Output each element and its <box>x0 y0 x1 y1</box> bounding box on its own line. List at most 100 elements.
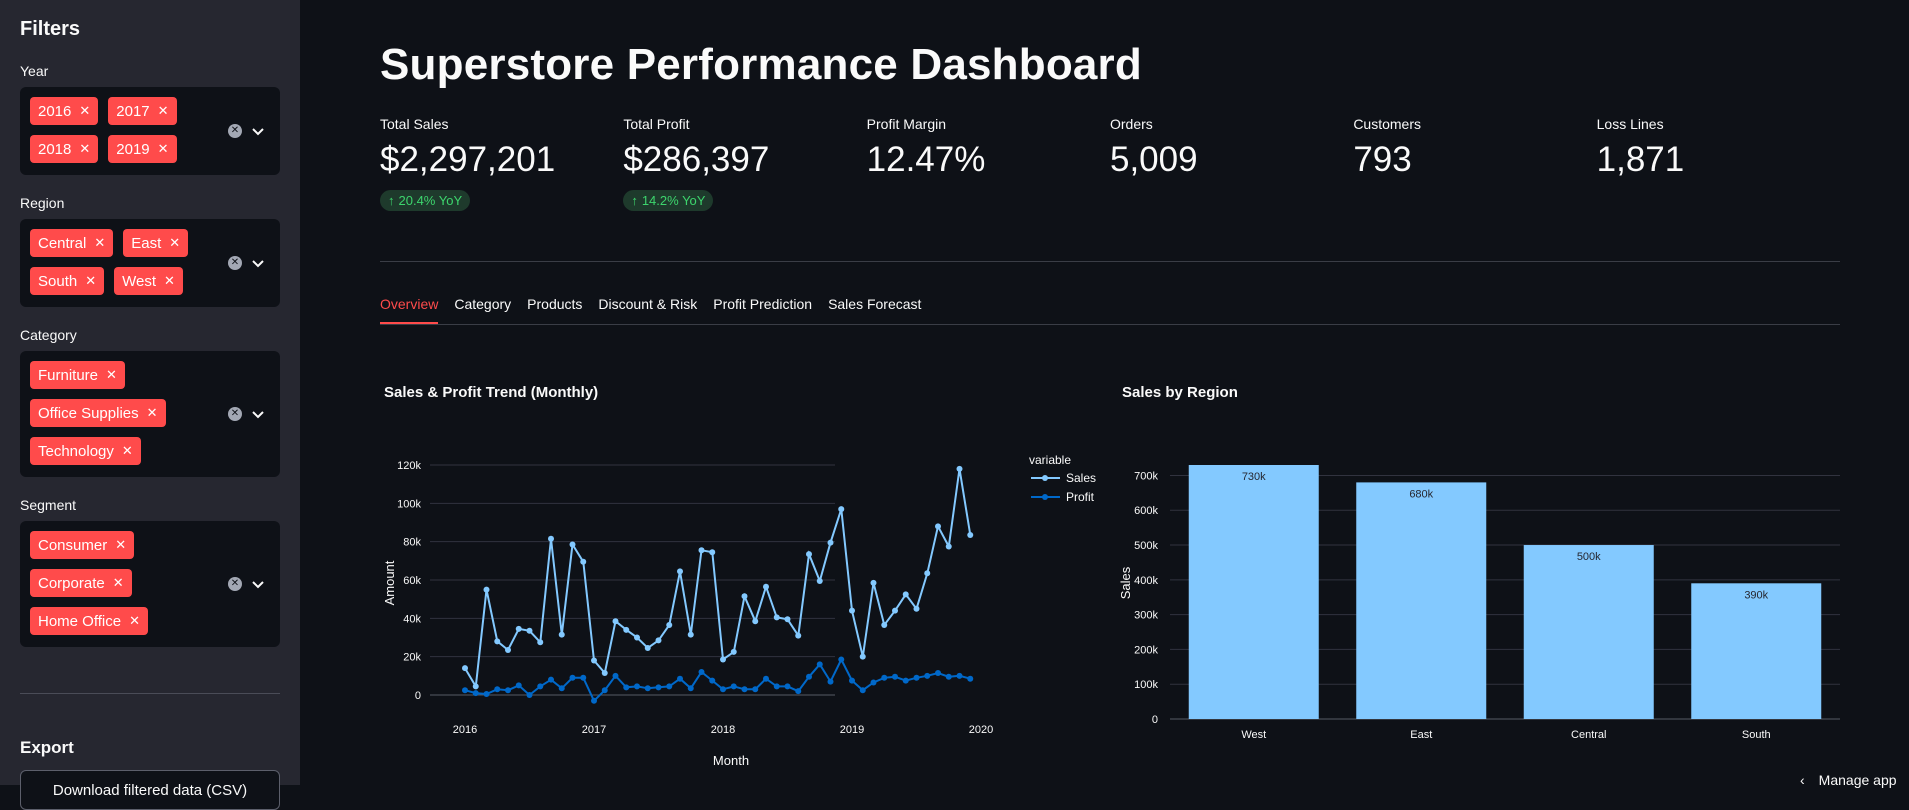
chevron-down-icon[interactable] <box>250 406 266 422</box>
download-csv-button[interactable]: Download filtered data (CSV) <box>20 770 280 810</box>
chevron-down-icon[interactable] <box>250 123 266 139</box>
data-point[interactable] <box>741 686 748 693</box>
data-point[interactable] <box>838 506 845 513</box>
data-point[interactable] <box>956 465 963 472</box>
data-point[interactable] <box>580 558 587 565</box>
data-point[interactable] <box>666 622 673 629</box>
tab-category[interactable]: Category <box>454 296 512 312</box>
data-point[interactable] <box>763 675 769 682</box>
chevron-down-icon[interactable] <box>250 576 266 592</box>
data-point[interactable] <box>698 669 705 675</box>
data-point[interactable] <box>655 684 662 691</box>
remove-chip-icon[interactable]: ✕ <box>85 273 97 288</box>
data-point[interactable] <box>634 683 640 690</box>
data-point[interactable] <box>601 669 608 676</box>
data-point[interactable] <box>483 586 490 593</box>
data-point[interactable] <box>838 656 845 663</box>
data-point[interactable] <box>849 677 855 684</box>
data-point[interactable] <box>601 687 608 694</box>
data-point[interactable] <box>537 683 544 690</box>
data-point[interactable] <box>752 686 759 693</box>
data-point[interactable] <box>773 614 780 621</box>
data-point[interactable] <box>752 618 759 625</box>
data-point[interactable] <box>945 543 952 550</box>
remove-chip-icon[interactable]: ✕ <box>169 235 181 250</box>
data-point[interactable] <box>892 673 898 680</box>
data-point[interactable] <box>902 677 909 684</box>
data-point[interactable] <box>494 638 501 645</box>
remove-chip-icon[interactable]: ✕ <box>146 405 158 420</box>
data-point[interactable] <box>913 674 920 681</box>
remove-chip-icon[interactable]: ✕ <box>164 273 175 288</box>
data-point[interactable] <box>945 673 952 680</box>
data-point[interactable] <box>666 683 673 690</box>
data-point[interactable] <box>730 648 737 655</box>
data-point[interactable] <box>591 657 597 664</box>
data-point[interactable] <box>730 683 737 690</box>
data-point[interactable] <box>806 673 812 680</box>
remove-chip-icon[interactable]: ✕ <box>157 103 169 118</box>
data-point[interactable] <box>677 675 683 682</box>
bar-west[interactable] <box>1188 465 1319 719</box>
data-point[interactable] <box>505 646 511 653</box>
data-point[interactable] <box>526 627 533 634</box>
category-multiselect[interactable]: Furniture ✕ Office Supplies ✕ Technology ✕ … <box>20 351 280 477</box>
data-point[interactable] <box>687 631 694 638</box>
data-point[interactable] <box>935 669 941 676</box>
data-point[interactable] <box>967 675 974 682</box>
data-point[interactable] <box>720 686 726 693</box>
data-point[interactable] <box>548 676 554 683</box>
data-point[interactable] <box>472 683 479 690</box>
data-point[interactable] <box>612 672 619 679</box>
year-multiselect[interactable]: 2016 ✕ 2017 ✕ 2018 ✕ 2019 ✕ ✕ <box>20 87 280 175</box>
data-point[interactable] <box>816 661 823 668</box>
data-point[interactable] <box>687 685 694 692</box>
data-point[interactable] <box>558 631 565 638</box>
data-point[interactable] <box>462 687 468 694</box>
data-point[interactable] <box>548 535 554 542</box>
remove-chip-icon[interactable]: ✕ <box>106 367 117 382</box>
clear-all-icon[interactable]: ✕ <box>228 407 242 421</box>
legend-entry-profit[interactable]: Profit <box>1066 490 1095 504</box>
data-point[interactable] <box>763 583 769 590</box>
data-point[interactable] <box>741 593 748 600</box>
data-point[interactable] <box>784 616 791 623</box>
data-point[interactable] <box>849 607 855 614</box>
data-point[interactable] <box>773 683 780 690</box>
tab-sales-forecast[interactable]: Sales Forecast <box>828 296 922 312</box>
clear-all-icon[interactable]: ✕ <box>228 577 242 591</box>
legend-entry-sales[interactable]: Sales <box>1066 471 1096 485</box>
data-point[interactable] <box>644 645 651 652</box>
data-point[interactable] <box>558 685 565 692</box>
remove-chip-icon[interactable]: ✕ <box>129 613 140 628</box>
chevron-down-icon[interactable] <box>250 255 266 271</box>
data-point[interactable] <box>935 523 941 530</box>
data-point[interactable] <box>483 691 490 698</box>
data-point[interactable] <box>623 626 630 633</box>
data-point[interactable] <box>870 579 877 586</box>
manage-app-button[interactable]: ‹ Manage app <box>1800 772 1897 788</box>
remove-chip-icon[interactable]: ✕ <box>79 141 91 156</box>
tab-discount-risk[interactable]: Discount & Risk <box>598 296 698 312</box>
data-point[interactable] <box>655 637 662 644</box>
data-point[interactable] <box>709 549 716 556</box>
region-multiselect[interactable]: Central ✕ East ✕ South ✕ West ✕ ✕ <box>20 219 280 307</box>
tab-products[interactable]: Products <box>527 296 583 312</box>
data-point[interactable] <box>892 607 898 614</box>
remove-chip-icon[interactable]: ✕ <box>112 575 124 590</box>
data-point[interactable] <box>720 656 726 663</box>
bar-central[interactable] <box>1523 545 1654 719</box>
data-point[interactable] <box>472 690 479 697</box>
data-point[interactable] <box>816 577 823 584</box>
data-point[interactable] <box>677 568 683 575</box>
data-point[interactable] <box>537 639 544 646</box>
data-point[interactable] <box>956 672 963 679</box>
segment-multiselect[interactable]: Consumer ✕ Corporate ✕ Home Office ✕ ✕ <box>20 521 280 647</box>
tab-overview[interactable]: Overview <box>380 296 439 324</box>
data-point[interactable] <box>698 547 705 554</box>
data-point[interactable] <box>881 622 888 629</box>
clear-all-icon[interactable]: ✕ <box>228 256 242 270</box>
remove-chip-icon[interactable]: ✕ <box>94 235 106 250</box>
data-point[interactable] <box>806 551 812 558</box>
data-point[interactable] <box>795 632 802 639</box>
